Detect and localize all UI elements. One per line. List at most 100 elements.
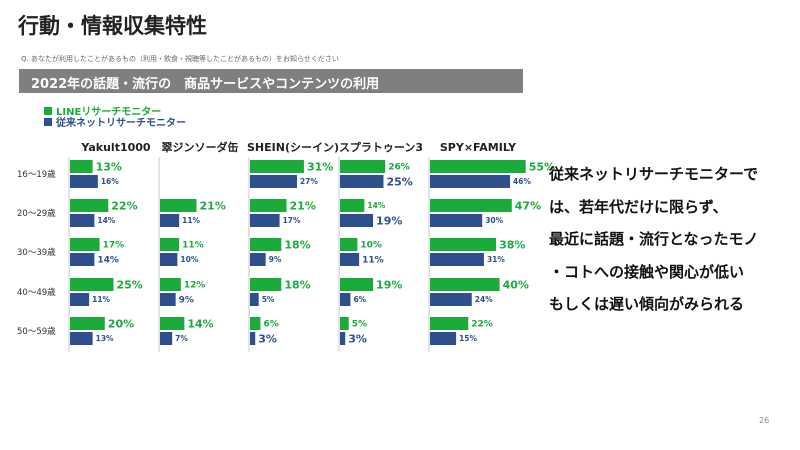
data-label: 6%: [353, 295, 366, 304]
column-header: SPY×FAMILY: [440, 141, 517, 154]
data-label: 14%: [187, 317, 213, 330]
data-label: 22%: [111, 199, 137, 212]
bar: [70, 160, 93, 173]
data-label: 22%: [471, 320, 493, 330]
takeaway-text: 従来ネットリサーチモニターで は、若年代だけに限らず、 最近に話題・流行となった…: [549, 158, 789, 321]
data-label: 40%: [503, 278, 529, 291]
data-label: 18%: [284, 238, 310, 251]
bar: [340, 293, 351, 306]
data-label: 30%: [485, 216, 503, 225]
bar: [340, 332, 346, 345]
data-label: 5%: [352, 320, 367, 330]
data-label: 18%: [284, 278, 310, 291]
data-label: 19%: [376, 278, 402, 291]
bar: [340, 160, 386, 173]
bar: [70, 175, 98, 188]
bar: [160, 293, 176, 306]
bar: [430, 332, 457, 345]
age-group-label: 50～59歳: [17, 326, 56, 337]
bar: [70, 293, 90, 306]
data-label: 12%: [184, 281, 206, 291]
bar: [430, 199, 512, 212]
data-label: 25%: [117, 278, 143, 291]
bar: [70, 253, 95, 266]
bar: [70, 278, 114, 291]
age-group-label: 20～29歳: [17, 208, 56, 219]
data-label: 10%: [180, 255, 198, 264]
data-label: 3%: [348, 332, 367, 345]
data-label: 14%: [97, 256, 119, 266]
bar: [160, 317, 185, 330]
bar: [250, 253, 266, 266]
bar: [430, 160, 526, 173]
data-label: 15%: [459, 334, 477, 343]
bar: [70, 199, 109, 212]
bar: [340, 175, 384, 188]
bar: [70, 238, 100, 251]
bar: [430, 317, 469, 330]
column-header: Yakult1000: [80, 141, 151, 154]
data-label: 5%: [262, 295, 275, 304]
survey-question: Q. あなたが利用したことがあるもの（利用・飲食・視聴等したことがあるもの）をお…: [21, 55, 339, 63]
data-label: 21%: [290, 199, 316, 212]
age-group-label: 40～49歳: [17, 287, 56, 298]
data-label: 11%: [92, 295, 110, 304]
bar: [250, 278, 282, 291]
data-label: 31%: [487, 255, 505, 264]
legend-swatch-blue: [44, 118, 52, 126]
takeaway-line: ・コトへの接触や関心が低い: [549, 262, 745, 281]
data-label: 11%: [362, 256, 384, 266]
legend-item-line-monitor: LINEリサーチモニター: [44, 103, 161, 118]
bar: [160, 332, 173, 345]
data-label: 46%: [513, 177, 531, 186]
column-header: スプラトゥーン3: [339, 140, 423, 154]
data-label: 9%: [179, 296, 194, 306]
bar: [160, 238, 180, 251]
takeaway-line: もしくは遅い傾向がみられる: [549, 295, 745, 313]
bar: [250, 293, 259, 306]
bar: [250, 238, 282, 251]
bar: [160, 214, 180, 227]
age-group-label: 16～19歳: [17, 169, 56, 180]
legend-item-traditional-monitor: 従来ネットリサーチモニター: [44, 114, 186, 129]
data-label: 19%: [376, 214, 402, 227]
bar: [340, 317, 349, 330]
data-label: 13%: [96, 160, 122, 173]
data-label: 47%: [515, 199, 541, 212]
page-title: 行動・情報収集特性: [18, 14, 207, 38]
bar: [430, 278, 500, 291]
data-label: 25%: [387, 175, 413, 188]
bar: [430, 238, 497, 251]
bar: [340, 278, 374, 291]
data-label: 31%: [307, 160, 333, 173]
takeaway-line: は、若年代だけに限らず、: [549, 197, 728, 216]
bar: [340, 199, 365, 212]
bar: [70, 332, 93, 345]
legend-swatch-green: [44, 107, 52, 115]
bar: [250, 332, 256, 345]
data-label: 13%: [96, 334, 114, 343]
bar: [70, 214, 95, 227]
section-banner-text: 2022年の話題・流行の 商品サービスやコンテンツの利用: [31, 77, 380, 92]
bar: [340, 253, 360, 266]
column-header: 翠ジンソーダ缶: [162, 140, 239, 154]
bar: [160, 278, 181, 291]
data-label: 16%: [101, 177, 119, 186]
takeaway-line: 従来ネットリサーチモニターで: [549, 165, 759, 183]
data-label: 17%: [103, 241, 125, 251]
bar: [250, 175, 297, 188]
data-label: 11%: [182, 241, 204, 251]
bar: [250, 214, 280, 227]
page-number: 26: [759, 416, 770, 425]
data-label: 27%: [300, 177, 318, 186]
bar: [250, 199, 287, 212]
data-label: 14%: [367, 201, 385, 210]
data-label: 9%: [269, 255, 282, 264]
data-label: 55%: [529, 160, 555, 173]
data-label: 20%: [108, 317, 134, 330]
column-header: SHEIN(シーイン): [247, 141, 339, 154]
data-label: 6%: [263, 320, 278, 330]
bar: [430, 253, 484, 266]
bar: [250, 160, 304, 173]
